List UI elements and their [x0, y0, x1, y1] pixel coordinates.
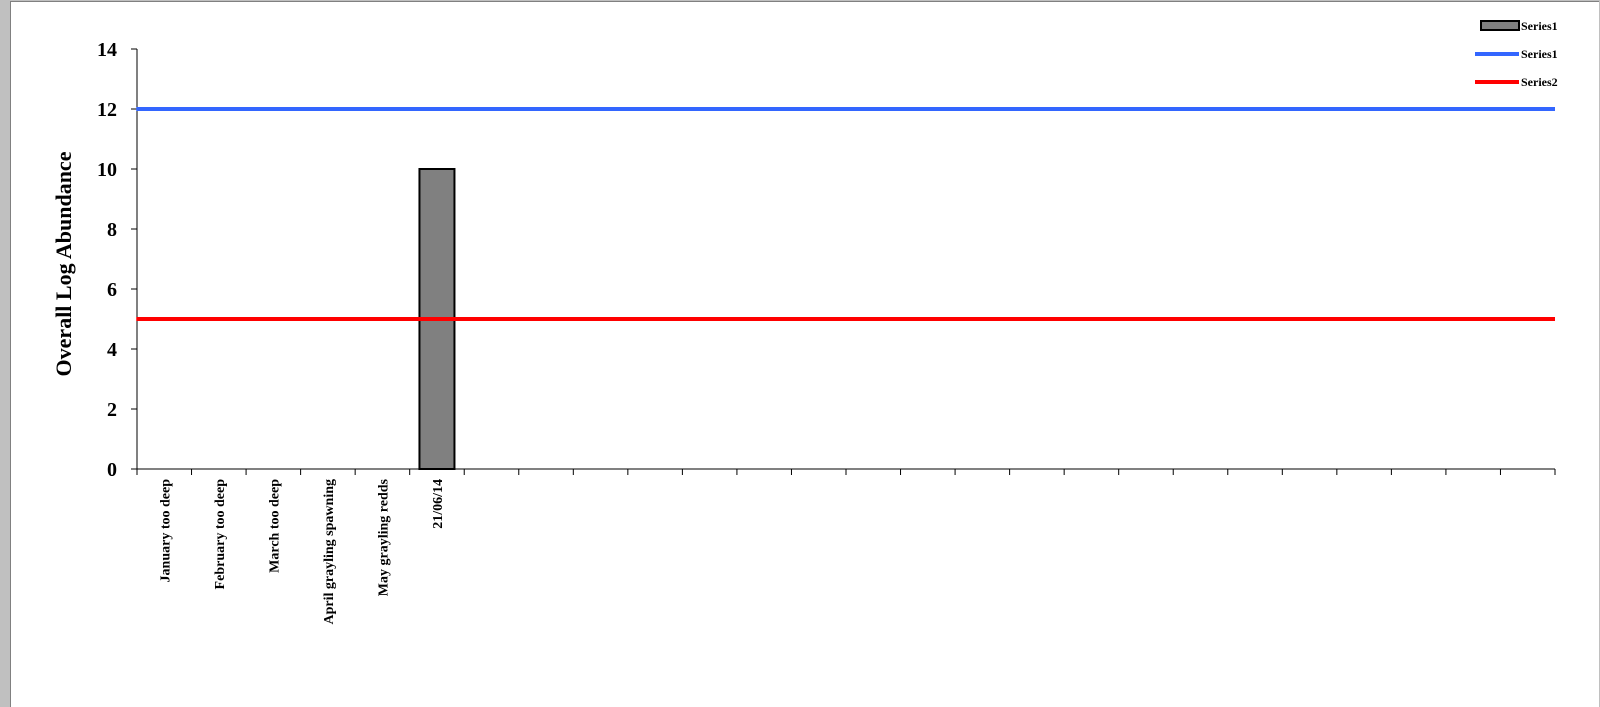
- legend-label: Series1: [1521, 47, 1558, 61]
- chart-frame: [10, 1, 1599, 707]
- y-tick-label: 14: [97, 39, 117, 61]
- x-category-label: January too deep: [158, 479, 173, 583]
- y-tick-label: 10: [97, 159, 117, 181]
- y-axis: 0 2 4 6 8 10 12 14: [97, 39, 138, 481]
- legend-label: Series1: [1521, 19, 1558, 33]
- x-category-label: May grayling redds: [376, 478, 391, 596]
- line-series: [136, 107, 1555, 321]
- legend-swatch: [1480, 20, 1520, 31]
- x-category-label: February too deep: [213, 479, 228, 590]
- y-tick-label: 12: [97, 99, 117, 121]
- y-tick-label: 8: [107, 219, 117, 241]
- legend-label: Series2: [1521, 75, 1558, 89]
- x-category-label: April grayling spawning: [322, 479, 337, 624]
- legend: Series1 Series1 Series2: [1475, 19, 1558, 89]
- x-category-label: 21/06/14: [431, 479, 446, 529]
- x-category-label: March too deep: [267, 479, 282, 573]
- y-tick-label: 6: [107, 279, 117, 301]
- y-tick-label: 2: [107, 399, 117, 421]
- x-axis: January too deep February too deep March t…: [136, 468, 1556, 624]
- y-tick-label: 0: [107, 459, 117, 481]
- y-axis-label: Overall Log Abundance: [51, 151, 76, 376]
- y-tick-label: 4: [107, 339, 117, 361]
